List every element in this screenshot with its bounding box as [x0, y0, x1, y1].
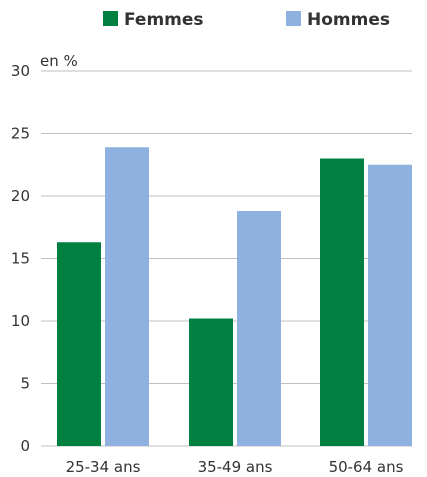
legend-swatch-hommes	[286, 11, 301, 26]
legend: Femmes Hommes	[103, 10, 390, 30]
x-tick-label: 50-64 ans	[329, 458, 404, 476]
y-tick-label: 0	[20, 437, 30, 455]
y-tick-label: 20	[11, 187, 30, 205]
bar-femmes-1	[57, 242, 101, 446]
bar-hommes-2	[237, 211, 281, 446]
y-tick-label: 5	[20, 375, 30, 393]
legend-label-hommes: Hommes	[307, 10, 390, 30]
legend-label-femmes: Femmes	[124, 10, 204, 30]
bar-hommes-3	[368, 164, 412, 446]
bars	[57, 147, 412, 446]
legend-swatch-femmes	[103, 11, 118, 26]
y-tick-label: 15	[11, 250, 30, 268]
y-tick-label: 10	[11, 312, 30, 330]
bar-femmes-2	[189, 318, 233, 446]
y-tick-label: 30	[11, 62, 30, 80]
x-tick-label: 25-34 ans	[66, 458, 141, 476]
unit-label: en %	[40, 52, 78, 70]
bar-hommes-1	[105, 147, 149, 446]
x-tick-label: 35-49 ans	[198, 458, 273, 476]
x-axis-ticks: 25-34 ans 35-49 ans 50-64 ans	[66, 458, 404, 476]
bar-femmes-3	[320, 158, 364, 446]
y-tick-label: 25	[11, 125, 30, 143]
y-axis-ticks: 0 5 10 15 20 25 30	[11, 62, 30, 455]
